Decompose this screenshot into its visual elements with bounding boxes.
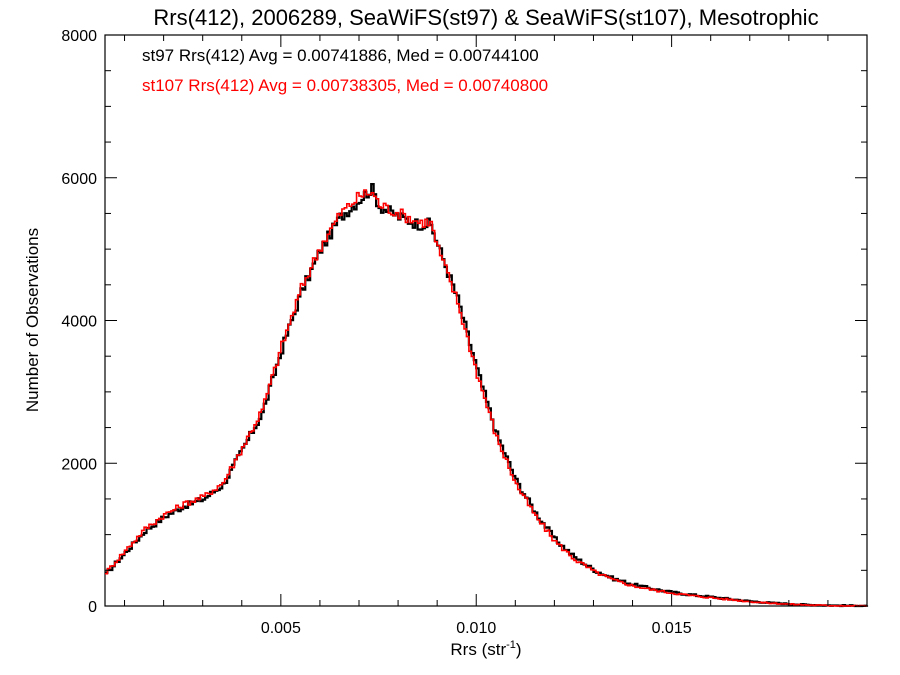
y-tick-label: 6000 xyxy=(61,171,97,188)
y-tick-label: 0 xyxy=(88,599,97,616)
plot-area xyxy=(104,34,868,607)
legend-entry-st107: st107 Rrs(412) Avg = 0.00738305, Med = 0… xyxy=(142,76,548,95)
series-layer xyxy=(105,183,869,608)
y-axis-label: Number of Observations xyxy=(23,228,42,412)
y-tick-label: 8000 xyxy=(61,28,97,45)
x-axis-label-main: Rrs (str xyxy=(450,640,506,659)
y-tick-label: 2000 xyxy=(61,456,97,473)
y-tick-label: 4000 xyxy=(61,314,97,331)
x-axis-label-superscript: -1 xyxy=(506,639,516,651)
series-st107-line xyxy=(105,189,867,607)
x-axis-label: Rrs (str-1) xyxy=(450,639,521,659)
axis-ticks: 0.005 0.010 0.015 0 2000 4000 6000 8000 xyxy=(61,28,867,637)
legend-entry-st97: st97 Rrs(412) Avg = 0.00741886, Med = 0.… xyxy=(142,46,539,65)
plot-frame xyxy=(104,34,868,607)
x-tick-label: 0.005 xyxy=(261,620,301,637)
series-st97-line xyxy=(105,183,869,608)
x-tick-label: 0.015 xyxy=(652,620,692,637)
x-axis-label-end: ) xyxy=(516,640,522,659)
x-tick-label: 0.010 xyxy=(456,620,496,637)
chart-title: Rrs(412), 2006289, SeaWiFS(st97) & SeaWi… xyxy=(153,5,818,30)
